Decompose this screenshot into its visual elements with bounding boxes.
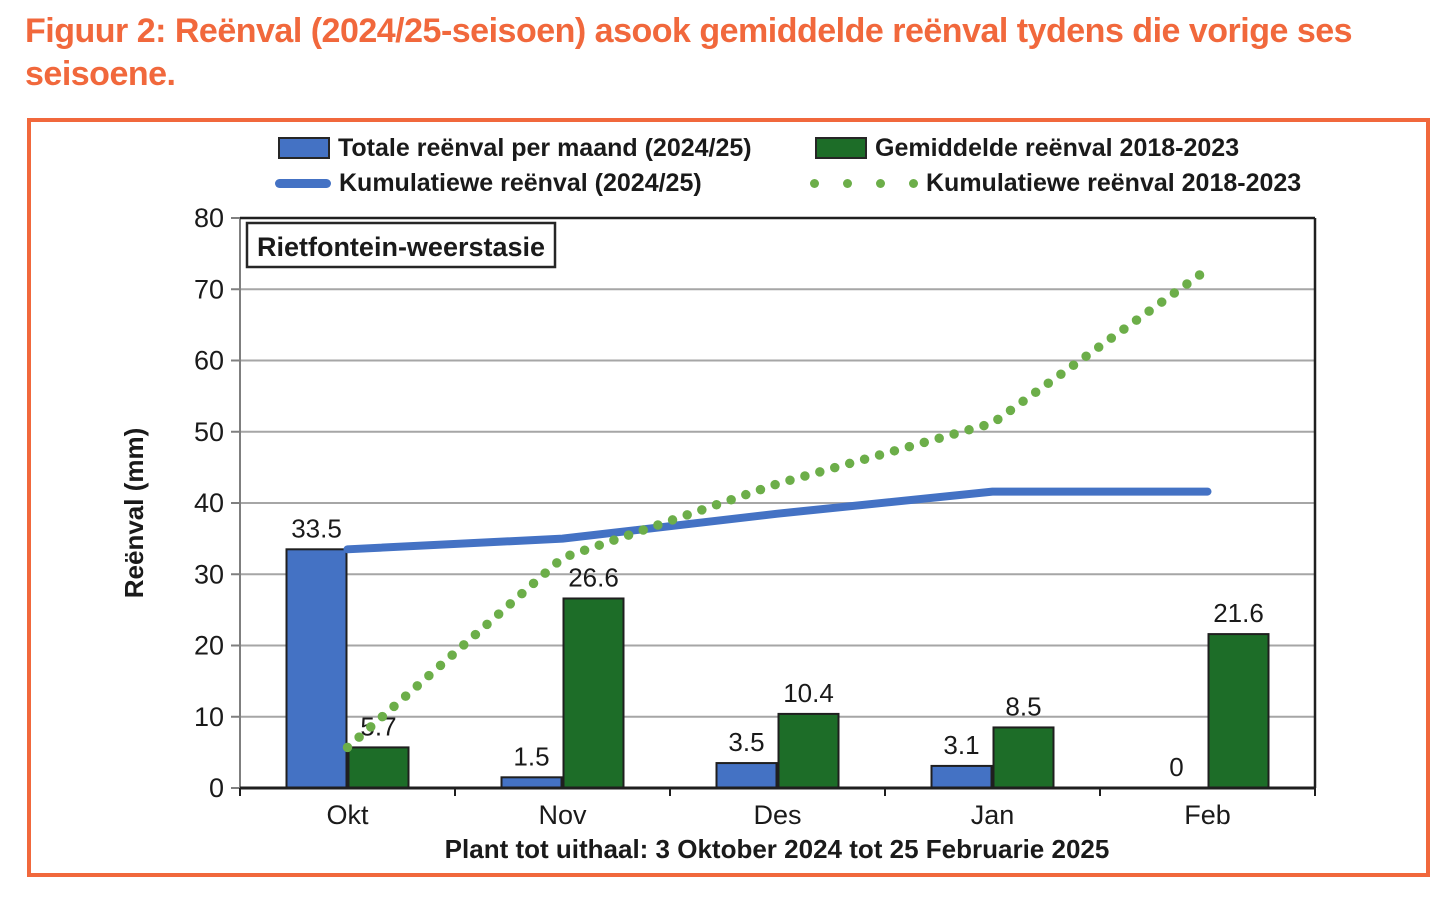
bar-average-2018-2023: [562, 597, 625, 789]
y-tick-label: 60: [194, 346, 224, 376]
legend-label-cumulative-2018-2023: Kumulatiewe reënval 2018-2023: [926, 168, 1302, 197]
bar-average-2018-2023-value-label: 21.6: [1213, 598, 1264, 628]
legend-item-average-2018-2023: Gemiddelde reënval 2018-2023: [815, 133, 1239, 163]
station-label-border: [245, 221, 557, 269]
legend-line-marker-icon: [275, 178, 331, 188]
legend-item-cumulative-2018-2023: Kumulatiewe reënval 2018-2023: [810, 168, 1301, 198]
bar-monthly-2024: [930, 764, 993, 789]
bar-monthly-2024: [500, 776, 563, 789]
y-tick-label: 80: [194, 203, 224, 233]
x-axis-title: Plant tot uithaal: 3 Oktober 2024 tot 25…: [445, 834, 1110, 864]
x-category-label: Des: [753, 800, 801, 830]
legend-swatch-average-2018-2023: [815, 137, 867, 159]
bar-average-2018-2023: [777, 712, 840, 790]
y-tick-label: 40: [194, 488, 224, 518]
x-category-label: Nov: [538, 800, 587, 830]
station-label-box: Rietfontein-weerstasie: [245, 221, 557, 269]
bar-average-2018-2023-value-label: 10.4: [783, 678, 834, 708]
bar-monthly-2024: [285, 548, 348, 789]
bar-monthly-2024-value-label: 3.1: [943, 730, 979, 760]
y-tick-label: 10: [194, 702, 224, 732]
legend-label-monthly-2024: Totale reënval per maand (2024/25): [338, 133, 752, 162]
legend-label-average-2018-2023: Gemiddelde reënval 2018-2023: [875, 133, 1240, 162]
y-tick-label: 0: [209, 773, 224, 803]
x-category-label: Okt: [326, 800, 369, 830]
bar-monthly-2024-value-label: 3.5: [728, 727, 764, 757]
legend-item-monthly-2024: Totale reënval per maand (2024/25): [278, 133, 752, 163]
bar-average-2018-2023: [992, 726, 1055, 789]
bar-average-2018-2023: [347, 746, 410, 790]
bar-monthly-2024: [715, 762, 778, 789]
figure-title: Figuur 2: Reënval (2024/25-seisoen) asoo…: [25, 12, 1353, 94]
line-cumulative-2024: [343, 487, 1212, 554]
bar-monthly-2024-value-label: 1.5: [513, 741, 549, 771]
x-category-label: Jan: [971, 800, 1015, 830]
y-tick-label: 70: [194, 274, 224, 304]
dotted-line-cumulative-2018-2023: [342, 264, 1213, 753]
legend-item-cumulative-2024: Kumulatiewe reënval (2024/25): [275, 168, 702, 198]
y-tick-label: 30: [194, 559, 224, 589]
x-category-label: Feb: [1184, 800, 1231, 830]
bar-average-2018-2023-value-label: 8.5: [1005, 691, 1041, 721]
legend-dots-marker-icon: [810, 178, 918, 188]
bar-average-2018-2023-value-label: 26.6: [568, 562, 619, 592]
bar-monthly-2024-value-label: 0: [1169, 752, 1183, 782]
chart-frame: 0 10 20 30 40 50 60 70 80 33.5 1.5 3.5 3.1 0 5.7 26.6 10…: [27, 118, 1430, 877]
station-label-text: Rietfontein-weerstasie: [257, 232, 545, 262]
legend-row-1: Totale reënval per maand (2024/25) Gemid…: [31, 133, 1426, 163]
bar-monthly-2024-value-label: 33.5: [291, 513, 342, 543]
bar-average-2018-2023: [1207, 633, 1270, 789]
legend-label-cumulative-2024: Kumulatiewe reënval (2024/25): [339, 168, 702, 197]
y-tick-label: 50: [194, 417, 224, 447]
legend-row-2: Kumulatiewe reënval (2024/25) Kumulatiew…: [31, 168, 1426, 198]
y-tick-label: 20: [194, 631, 224, 661]
legend-swatch-monthly-2024: [278, 137, 330, 159]
y-axis-title: Reënval (mm): [119, 428, 149, 599]
